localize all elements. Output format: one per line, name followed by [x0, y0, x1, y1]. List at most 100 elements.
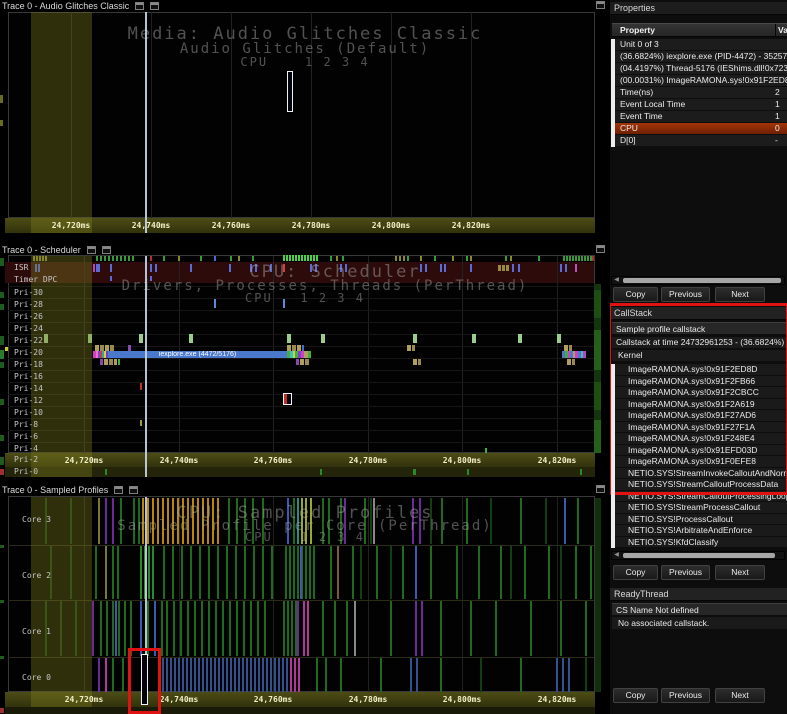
callstack-frame[interactable]: ImageRAMONA.sys!0x91F27F1A	[612, 421, 787, 433]
pin-icon[interactable]	[114, 486, 124, 494]
callstack-frame[interactable]: NETIO.SYS!ArbitrateAndEnforce	[612, 525, 787, 537]
property-label: Event Local Time	[620, 99, 686, 109]
selected-sample-marker[interactable]	[141, 654, 148, 705]
previous-button[interactable]: Previous	[661, 565, 710, 580]
timeline-event-mark	[413, 469, 416, 475]
property-row[interactable]: Event Time 1	[612, 111, 787, 123]
sample-line	[297, 601, 299, 656]
maximize-icon[interactable]	[129, 486, 139, 494]
timeline-event-mark	[252, 256, 254, 261]
callstack-frame[interactable]: ImageRAMONA.sys!0x91F2CBCC	[612, 387, 787, 399]
timeline-event-mark	[287, 351, 290, 358]
copy-button[interactable]: Copy	[613, 688, 658, 703]
sample-line	[548, 546, 550, 599]
property-row[interactable]: Event Local Time 1	[612, 99, 787, 111]
timeline-event-mark	[214, 256, 216, 261]
sample-line	[258, 658, 260, 692]
sample-line	[590, 546, 592, 599]
copy-button[interactable]: Copy	[613, 287, 658, 302]
pin-icon[interactable]	[86, 246, 96, 254]
panel-menu-icon[interactable]	[596, 485, 605, 493]
chart-watermark-title: CPU: Scheduler	[249, 262, 421, 282]
callstack-frame[interactable]: ImageRAMONA.sys!0x91F248E4	[612, 433, 787, 445]
sample-line	[562, 658, 564, 692]
timeline-event-mark	[566, 256, 568, 261]
property-row[interactable]: Unit 0 of 3	[612, 39, 787, 51]
property-row[interactable]: (04.4197%) Thread-5176 (IEShims.dll!0x72…	[612, 63, 787, 75]
callstack-vertical-scrollbar[interactable]	[611, 364, 615, 548]
scrollbar-thumb[interactable]	[623, 553, 775, 558]
sample-line	[297, 546, 299, 599]
properties-section-title: Properties	[610, 2, 787, 15]
next-button[interactable]: Next	[715, 565, 765, 580]
scheduler-titlebar[interactable]: Trace 0 - Scheduler	[0, 244, 610, 256]
timeline-event-mark	[506, 265, 509, 271]
callstack-frame[interactable]: NETIO.SYS!StreamCalloutProcessData	[612, 479, 787, 491]
axis-tick-label: 24,760ms	[211, 221, 251, 230]
callstack-frame[interactable]: ImageRAMONA.sys!0x91F2A619	[612, 398, 787, 410]
sample-line	[197, 498, 199, 544]
time-cursor[interactable]	[145, 12, 147, 233]
callstack-frame[interactable]: NETIO.SYS!StreamProcessCallout	[612, 502, 787, 514]
next-button[interactable]: Next	[715, 688, 765, 703]
sample-line	[133, 498, 135, 544]
scroll-left-arrow-icon[interactable]: ◀	[614, 277, 619, 283]
sample-line	[520, 498, 522, 544]
callstack-frame[interactable]: NETIO.SYS!StreamInvokeCalloutAndNormaliz…	[612, 467, 787, 479]
sampled-profiles-titlebar[interactable]: Trace 0 - Sampled Profiles	[0, 484, 610, 496]
callstack-frame[interactable]: ImageRAMONA.sys!0x91F0EFE8	[612, 456, 787, 468]
audio-glitches-chart[interactable]	[8, 12, 595, 218]
time-cursor[interactable]	[145, 256, 147, 477]
scroll-left-arrow-icon[interactable]: ◀	[614, 552, 619, 558]
property-row[interactable]: (00.0031%) ImageRAMONA.sys!0x91F2ED8D	[612, 75, 787, 87]
timeline-event-mark	[104, 359, 108, 365]
row-gridline	[8, 430, 594, 431]
callstack-frame[interactable]: NETIO.SYS!KfdClassify	[612, 536, 787, 548]
next-button[interactable]: Next	[715, 287, 765, 302]
callstack-frame[interactable]: ImageRAMONA.sys!0x91F2ED8D	[612, 364, 787, 376]
timeline-event-mark	[110, 276, 112, 281]
callstack-frame[interactable]: NETIO.SYS!ProcessCallout	[612, 513, 787, 525]
previous-button[interactable]: Previous	[661, 287, 710, 302]
timeline-event-mark	[340, 264, 342, 272]
selection-region[interactable]	[31, 256, 92, 477]
panel-menu-icon[interactable]	[596, 1, 605, 9]
scrollbar-thumb[interactable]	[623, 278, 781, 283]
thread-activity-bar[interactable]: iexplore.exe (4472/5176)	[108, 351, 287, 358]
callstack-horizontal-scrollbar[interactable]: ◀	[611, 551, 785, 560]
property-row[interactable]: (36.6824%) iexplore.exe (PID-4472) - 352…	[612, 51, 787, 63]
audio-glitches-titlebar[interactable]: Trace 0 - Audio Glitches Classic	[0, 0, 610, 12]
timeline-event-mark	[128, 256, 130, 261]
callstack-subtitle[interactable]: Sample profile callstack	[612, 322, 787, 335]
glitch-marker[interactable]	[287, 71, 293, 112]
selected-event-marker[interactable]	[283, 393, 292, 405]
copy-button[interactable]: Copy	[613, 565, 658, 580]
callstack-frame[interactable]: ImageRAMONA.sys!0x91F2FB66	[612, 375, 787, 387]
axis-tick-label: 24,820ms	[537, 456, 577, 465]
properties-header[interactable]: Property Value	[612, 23, 787, 37]
readythread-name-row[interactable]: CS Name Not defined	[612, 603, 787, 616]
gridline	[311, 12, 312, 218]
property-row[interactable]: Time(ns) 2	[612, 87, 787, 99]
timeline-event-mark	[570, 351, 573, 358]
properties-horizontal-scrollbar[interactable]: ◀	[611, 276, 785, 285]
sample-line	[242, 658, 244, 692]
callstack-frame[interactable]: ImageRAMONA.sys!0x91F27AD6	[612, 410, 787, 422]
property-row[interactable]: CPU 0	[612, 123, 787, 135]
previous-button[interactable]: Previous	[661, 688, 710, 703]
pin-icon[interactable]	[135, 2, 145, 10]
maximize-icon[interactable]	[101, 246, 111, 254]
time-cursor[interactable]	[145, 497, 147, 655]
selection-region[interactable]	[31, 497, 92, 707]
callstack-group[interactable]: Kernel	[612, 350, 787, 362]
property-row[interactable]: D[0] -	[612, 135, 787, 147]
panel-menu-icon[interactable]	[596, 245, 605, 253]
callstack-frame[interactable]: NETIO.SYS!StreamCalloutProcessingLoop	[612, 490, 787, 502]
sample-line	[470, 601, 472, 656]
maximize-icon[interactable]	[150, 2, 160, 10]
selection-region[interactable]	[31, 12, 92, 233]
properties-vertical-scrollbar[interactable]	[611, 39, 615, 147]
callstack-frame[interactable]: ImageRAMONA.sys!0x91EFD03D	[612, 444, 787, 456]
callstack-context[interactable]: Callstack at time 24732961253 - (36.6824…	[612, 337, 787, 349]
